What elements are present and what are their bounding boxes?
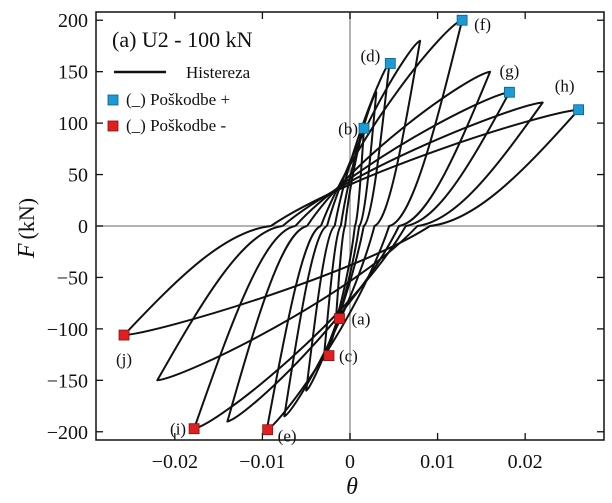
hysteresis-loop	[226, 70, 492, 423]
legend-label-histereza: Histereza	[186, 63, 251, 82]
damage-marker-negative	[118, 329, 130, 341]
y-tick-label: −150	[47, 370, 88, 392]
x-tick-label: 0.01	[420, 451, 455, 473]
y-axis-title-group: F (kN)	[14, 198, 40, 259]
y-axis-title: F (kN)	[14, 198, 40, 259]
damage-marker-positive	[456, 14, 468, 26]
y-tick-label: −100	[47, 319, 88, 341]
x-axis: −0.02 −0.01 0 0.01 0.02	[152, 12, 543, 473]
hysteresis-loop	[305, 62, 391, 392]
zero-reference-lines	[96, 12, 604, 440]
x-tick-label: 0	[345, 451, 355, 473]
y-axis-unit: (kN)	[14, 198, 39, 240]
legend-marker-positive	[107, 94, 119, 106]
hysteresis-loop	[123, 108, 580, 337]
damage-marker-negative	[262, 424, 274, 436]
hysteresis-curves	[123, 19, 580, 431]
damage-markers: (b) (d) (f) (g) (h) (a) (c) (e) (i) (j)	[116, 14, 584, 446]
legend-marker-negative	[107, 120, 119, 132]
y-tick-label: 100	[58, 113, 88, 135]
damage-marker-positive	[384, 58, 396, 69]
y-tick-label: 200	[58, 10, 88, 32]
damage-point-label: (h)	[555, 77, 575, 96]
x-tick-label: 0.02	[508, 451, 543, 473]
hysteresis-loop	[265, 19, 464, 431]
damage-marker-negative	[188, 423, 200, 435]
y-tick-label: −50	[57, 267, 88, 289]
y-tick-label: 50	[68, 165, 88, 187]
y-tick-label: 150	[58, 62, 88, 84]
legend-label-poskodbe-minus: (_) Poškodbe -	[126, 116, 226, 135]
damage-marker-positive	[504, 86, 515, 98]
damage-point-label: (b)	[338, 119, 358, 138]
damage-marker-negative	[334, 313, 345, 324]
legend-label-poskodbe-plus: (_) Poškodbe +	[126, 90, 230, 109]
x-tick-label: −0.01	[239, 451, 285, 473]
hysteresis-loop	[193, 91, 511, 430]
hysteresis-loop	[283, 39, 422, 418]
damage-point-label: (g)	[499, 61, 519, 80]
x-axis-title: θ	[346, 474, 358, 500]
panel-title: (a) U2 - 100 kN	[112, 27, 253, 52]
damage-marker-negative	[323, 350, 335, 362]
damage-marker-positive	[573, 104, 584, 116]
damage-point-label: (a)	[351, 310, 370, 329]
y-axis-symbol: F	[14, 243, 40, 259]
damage-marker-positive	[358, 122, 370, 134]
y-tick-label: 0	[78, 216, 88, 238]
damage-point-label: (d)	[360, 46, 380, 65]
damage-point-label: (f)	[474, 15, 491, 34]
x-tick-label: −0.02	[152, 451, 198, 473]
damage-point-label: (i)	[170, 420, 186, 439]
y-axis: −200 −150 −100 −50 0 50 100 150 200	[47, 10, 604, 444]
damage-point-label: (c)	[339, 347, 358, 366]
damage-point-label: (e)	[278, 427, 297, 446]
legend: (a) U2 - 100 kN Histereza (_) Poškodbe +…	[107, 27, 253, 135]
damage-point-label: (j)	[116, 350, 132, 369]
y-tick-label: −200	[47, 422, 88, 444]
